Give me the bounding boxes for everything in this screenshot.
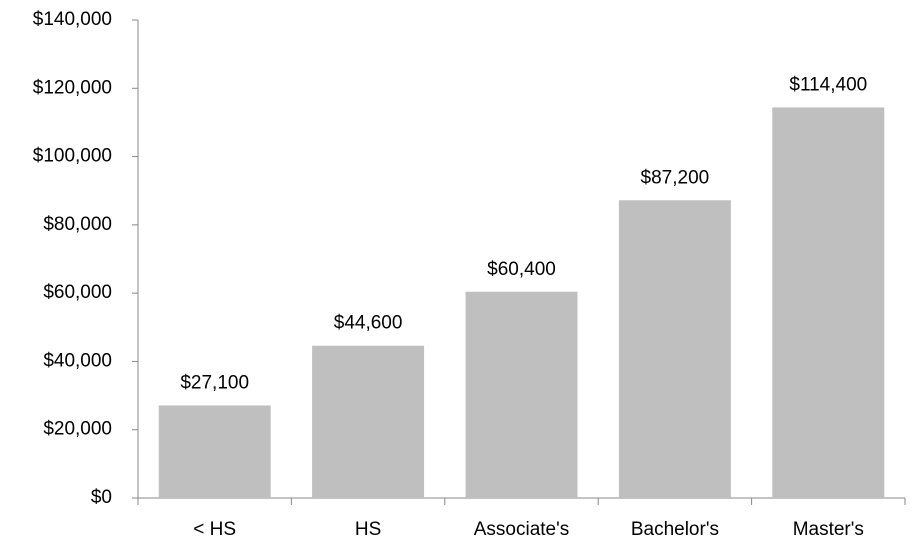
bar bbox=[465, 291, 578, 498]
y-tick-label: $120,000 bbox=[33, 77, 112, 98]
y-tick-label: $0 bbox=[91, 487, 112, 508]
x-tick-label: HS bbox=[355, 519, 381, 540]
y-tick-label: $20,000 bbox=[43, 419, 112, 440]
data-label: $87,200 bbox=[641, 167, 710, 188]
data-label: $60,400 bbox=[487, 259, 556, 280]
y-tick-label: $80,000 bbox=[43, 214, 112, 235]
bar bbox=[312, 345, 425, 498]
y-tick-label: $40,000 bbox=[43, 350, 112, 371]
x-tick-label: Associate's bbox=[474, 519, 570, 540]
x-tick-label: < HS bbox=[193, 519, 236, 540]
y-tick-label: $100,000 bbox=[33, 146, 112, 167]
bar bbox=[772, 107, 885, 499]
data-label: $114,400 bbox=[789, 74, 867, 95]
bar bbox=[158, 405, 271, 498]
y-tick-label: $60,000 bbox=[43, 282, 112, 303]
data-label: $44,600 bbox=[334, 313, 403, 334]
bar bbox=[618, 200, 731, 498]
x-tick-label: Master's bbox=[793, 519, 864, 540]
data-label: $27,100 bbox=[180, 372, 249, 393]
x-tick-label: Bachelor's bbox=[631, 519, 719, 540]
y-tick-label: $140,000 bbox=[33, 9, 112, 30]
